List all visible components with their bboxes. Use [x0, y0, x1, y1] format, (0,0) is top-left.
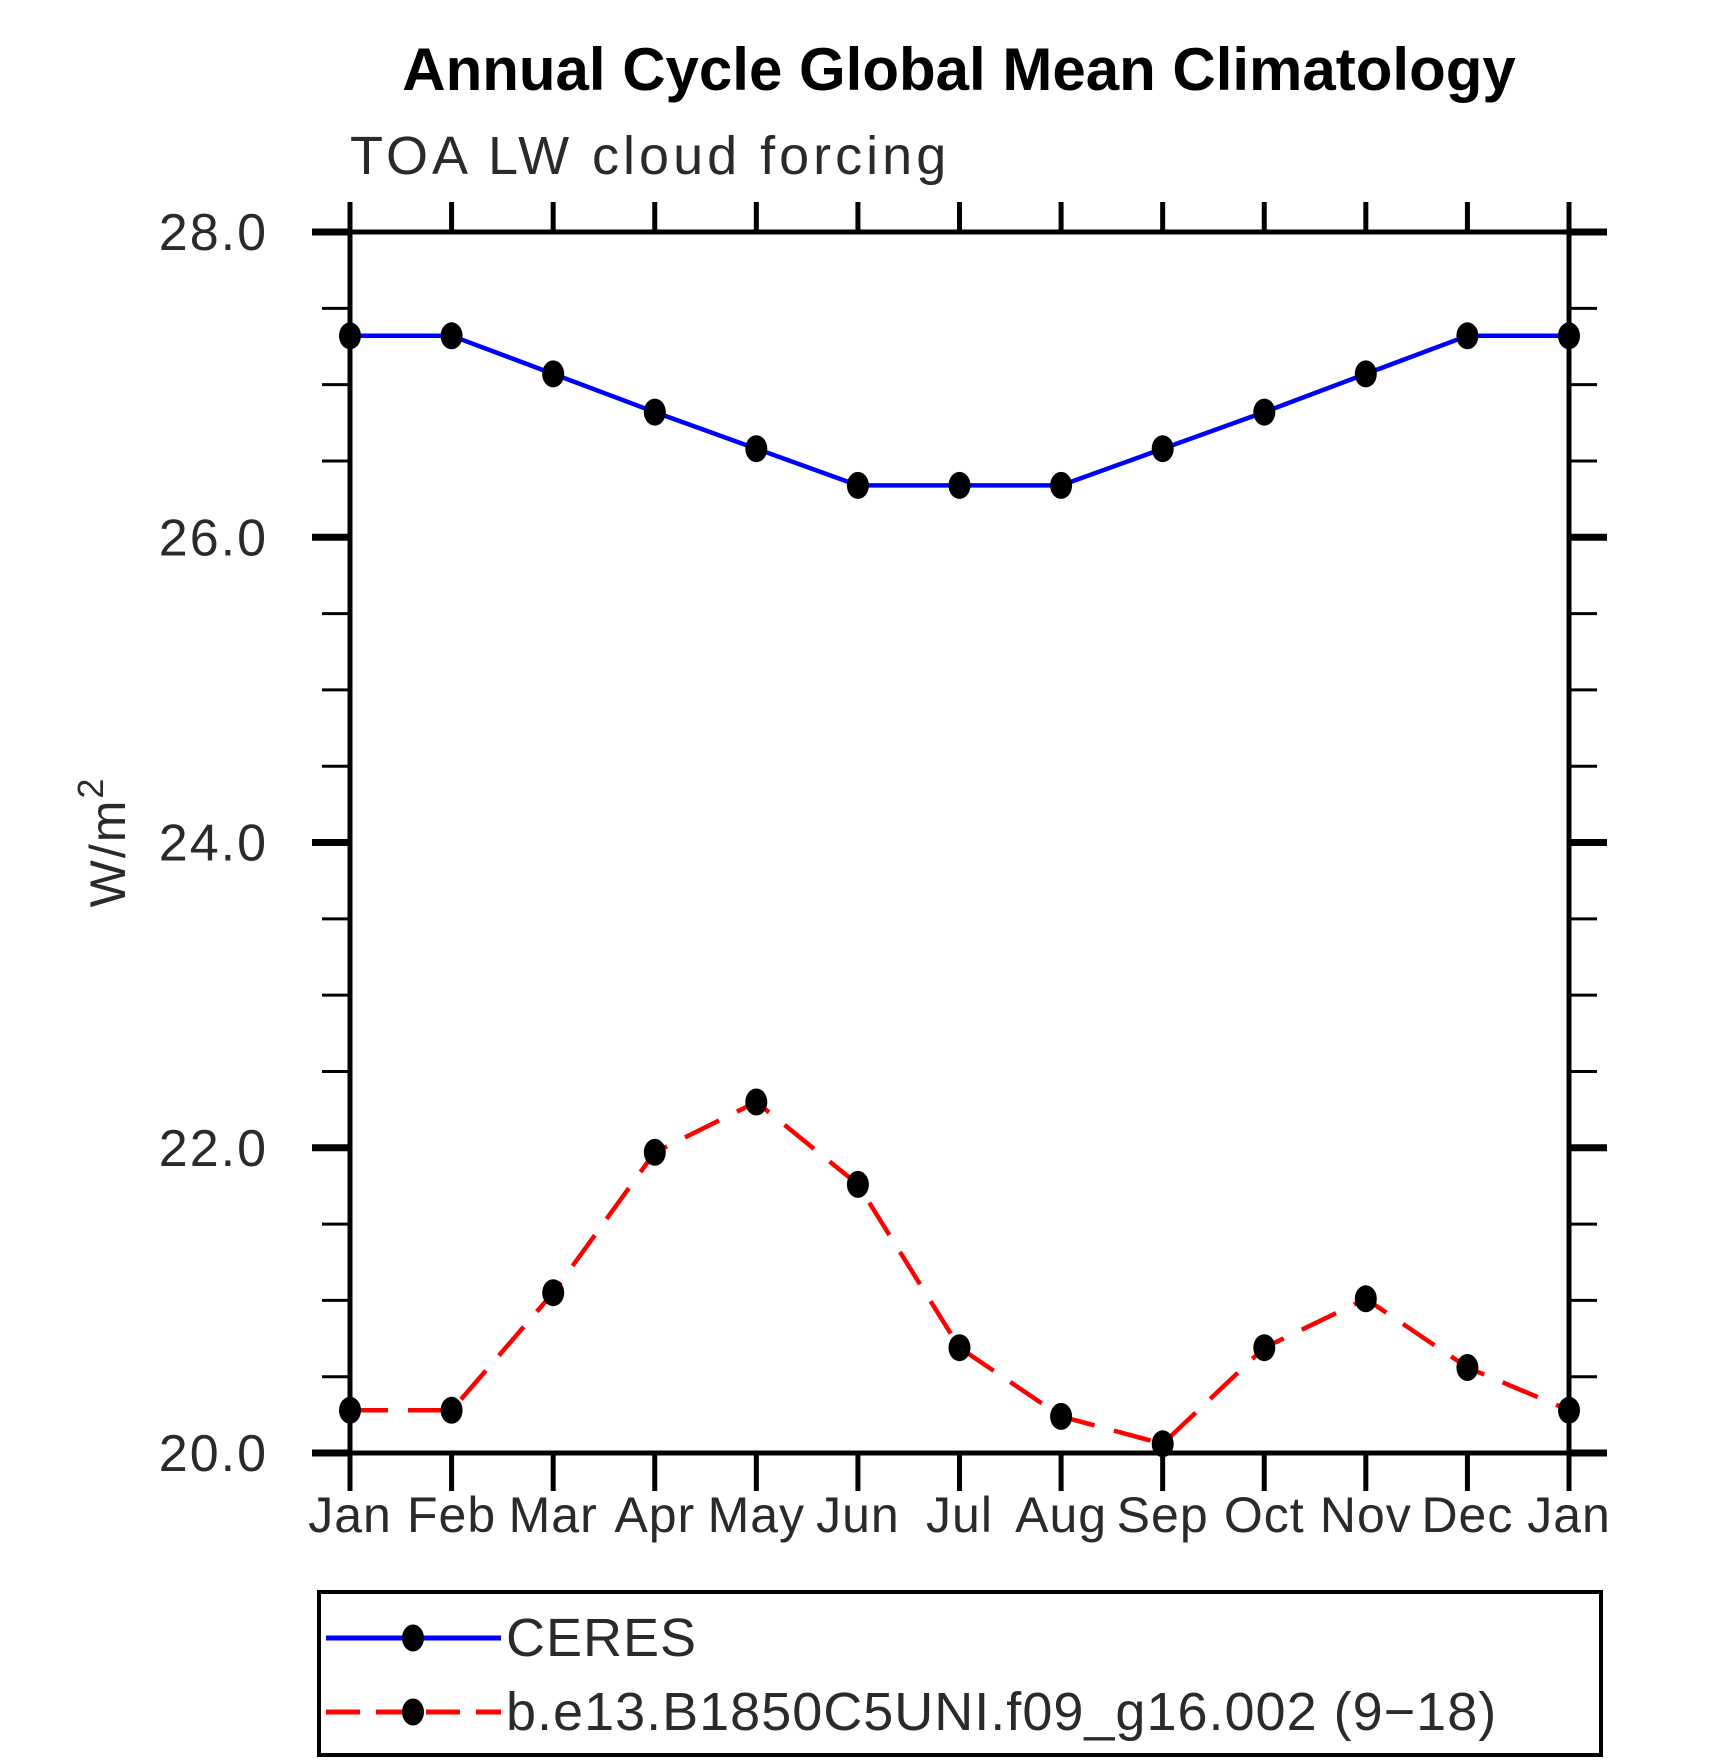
x-tick-label: Sep — [1117, 1487, 1209, 1543]
axis-ticks — [312, 202, 1607, 1491]
data-point-marker — [948, 1334, 971, 1362]
x-tick-label: Jan — [308, 1487, 392, 1543]
x-tick-label: May — [708, 1487, 805, 1543]
data-point-marker — [745, 1088, 768, 1116]
legend: CERES b.e13.B1850C5UNI.f09_g16.002 (9−18… — [317, 1590, 1603, 1757]
legend-marker-model — [402, 1698, 424, 1726]
data-point-marker — [1151, 435, 1174, 463]
y-tick-label: 20.0 — [159, 1425, 268, 1483]
legend-label-ceres: CERES — [506, 1608, 697, 1668]
x-tick-label: Dec — [1421, 1487, 1513, 1543]
data-point-marker — [948, 471, 971, 499]
data-point-marker — [339, 1396, 361, 1424]
x-tick-label: Jul — [926, 1487, 993, 1543]
data-point-marker — [339, 322, 361, 350]
legend-box — [317, 1590, 1603, 1757]
y-tick-label: 28.0 — [159, 204, 268, 262]
y-tick-labels: 28.0 26.0 24.0 22.0 20.0 — [159, 204, 268, 1483]
chart-title: Annual Cycle Global Mean Climatology — [402, 36, 1516, 103]
x-tick-label: Mar — [509, 1487, 598, 1543]
y-tick-label: 26.0 — [159, 509, 268, 567]
x-tick-label: Jan — [1527, 1487, 1611, 1543]
data-point-marker — [1050, 471, 1073, 499]
data-point-marker — [440, 322, 463, 350]
y-axis-title: W/m2 — [70, 777, 136, 908]
data-point-marker — [440, 1396, 463, 1424]
series-line-ceres — [350, 333, 1569, 488]
x-tick-label: Jun — [816, 1487, 900, 1543]
series-line-model — [350, 1099, 1570, 1447]
data-point-marker — [1253, 1334, 1276, 1362]
data-point-marker — [846, 471, 869, 499]
data-point-marker — [1050, 1402, 1073, 1430]
y-axis-title-sup: 2 — [70, 777, 111, 799]
data-point-marker — [1558, 322, 1580, 350]
plot-box — [347, 229, 1572, 1456]
x-tick-label: Apr — [614, 1487, 695, 1543]
x-tick-label: Feb — [407, 1487, 496, 1543]
y-axis-title-base: W/m — [80, 799, 136, 908]
x-tick-label: Oct — [1224, 1487, 1305, 1543]
data-point-marker — [1151, 1430, 1174, 1458]
legend-label-model: b.e13.B1850C5UNI.f09_g16.002 (9−18) — [506, 1682, 1497, 1742]
y-tick-label: 24.0 — [159, 815, 268, 873]
svg-text:W/m2: W/m2 — [70, 777, 136, 908]
x-tick-label: Nov — [1320, 1487, 1412, 1543]
data-point-marker — [1253, 398, 1276, 426]
x-tick-labels: Jan Feb Mar Apr May Jun Jul Aug Sep Oct Nov Dec Jan — [308, 1487, 1611, 1543]
data-point-marker — [542, 1279, 565, 1307]
data-series — [339, 322, 1580, 1458]
data-point-marker — [1456, 1354, 1479, 1381]
data-point-marker — [1456, 322, 1479, 350]
data-point-marker — [1354, 1285, 1377, 1313]
chart-subtitle: TOA LW cloud forcing — [350, 126, 950, 186]
data-point-marker — [1354, 360, 1377, 388]
data-point-marker — [745, 435, 768, 463]
data-point-marker — [643, 1138, 666, 1166]
x-tick-label: Aug — [1015, 1487, 1107, 1543]
data-point-marker — [846, 1170, 869, 1198]
data-point-marker — [643, 398, 666, 426]
data-point-marker — [1558, 1396, 1580, 1424]
y-tick-label: 22.0 — [159, 1120, 268, 1178]
legend-marker-ceres — [402, 1624, 424, 1652]
data-point-marker — [542, 360, 565, 388]
